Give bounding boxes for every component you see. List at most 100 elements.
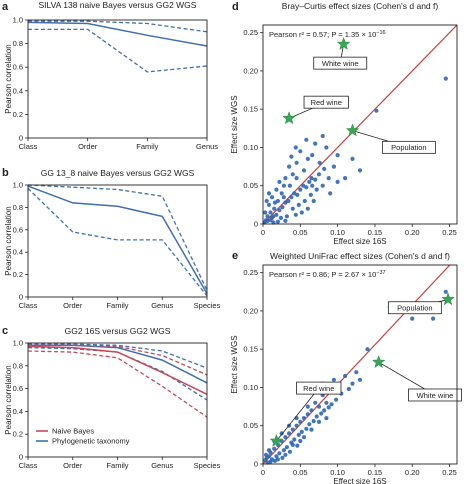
data-point: [289, 195, 294, 200]
data-point: [269, 215, 275, 220]
data-point: [305, 412, 310, 417]
data-point: [317, 160, 322, 165]
data-point: [272, 458, 277, 463]
data-point: [326, 405, 331, 410]
y-tick-label: 0.20: [243, 66, 258, 75]
x-tick-label: Genus: [151, 461, 173, 470]
data-point: [290, 442, 295, 447]
data-point: [354, 370, 359, 375]
highlight-star: [441, 292, 455, 306]
data-point: [290, 427, 295, 432]
data-point: [287, 183, 292, 188]
data-point: [350, 381, 355, 386]
y-tick-label: 0.8: [13, 361, 23, 370]
y-tick-label: 0.10: [243, 383, 258, 392]
y-axis-label: Pearson correlation: [4, 365, 13, 434]
data-point: [283, 218, 288, 223]
data-point: [287, 431, 292, 436]
data-point: [357, 168, 363, 173]
data-point: [311, 198, 316, 204]
data-point: [305, 404, 310, 409]
y-axis-label: Effect size WGS: [230, 335, 239, 393]
data-point: [299, 429, 304, 434]
y-tick-label: 0.20: [243, 306, 258, 315]
data-point: [269, 195, 275, 200]
y-tick-label: 0.05: [243, 421, 258, 430]
x-tick-label: Class: [19, 301, 38, 310]
data-point: [334, 397, 339, 402]
data-point: [284, 445, 289, 450]
data-point: [290, 172, 295, 177]
data-point: [266, 191, 272, 196]
data-point: [292, 437, 297, 442]
data-point: [311, 419, 316, 424]
y-tick-label: 0.8: [13, 39, 23, 48]
x-tick-label: Species: [194, 461, 221, 470]
panel-c: c GG2 16S versus GG2 WGS 0 0.2 0.4 0.6 0.8 1.0 C…: [2, 325, 221, 470]
data-point: [263, 452, 269, 457]
data-point: [313, 400, 318, 405]
data-point: [277, 179, 282, 184]
data-point: [316, 172, 322, 177]
y-axis-label: Pearson correlation: [4, 44, 13, 113]
y-tick-label: 0.2: [13, 430, 23, 439]
data-point: [328, 191, 333, 196]
y-tick-label: 1.0: [13, 181, 23, 190]
series-line-blue-dashed: [27, 346, 208, 401]
data-point: [305, 206, 310, 211]
callout-label: Population: [391, 143, 426, 152]
y-tick-label: 0.4: [13, 407, 23, 416]
data-point: [329, 402, 334, 407]
legend-label: Naive Bayes: [52, 427, 94, 436]
series-line-red-dashed: [27, 350, 208, 418]
data-point: [410, 316, 415, 321]
data-point: [302, 198, 307, 204]
data-point: [320, 133, 325, 139]
data-point: [271, 220, 276, 225]
data-point: [319, 411, 324, 416]
data-point: [266, 448, 272, 453]
data-point: [310, 153, 315, 158]
panel-letter-a: a: [2, 1, 9, 13]
x-tick-label: 0: [261, 228, 265, 237]
y-tick-label: 1.0: [13, 16, 23, 25]
y-tick-label: 0.8: [13, 203, 23, 212]
data-point: [307, 422, 312, 427]
y-tick-label: 0.2: [13, 270, 23, 279]
x-tick-label: 0.20: [405, 468, 420, 477]
callout-label: White wine: [322, 59, 359, 68]
y-tick-label: 0: [254, 220, 258, 229]
data-point: [296, 432, 301, 437]
callout-box: [387, 301, 442, 315]
data-point: [298, 419, 303, 424]
y-tick-label: 0.10: [243, 143, 258, 152]
data-point: [264, 198, 269, 204]
x-tick-label: Order: [63, 301, 83, 310]
data-point: [266, 202, 272, 207]
data-point: [281, 195, 286, 200]
data-point: [274, 187, 279, 192]
data-point: [295, 443, 300, 448]
data-point: [374, 108, 379, 113]
y-tick-label: 0.2: [13, 110, 23, 119]
data-point: [265, 460, 270, 465]
data-point: [296, 202, 301, 207]
data-point: [277, 451, 282, 456]
series-line-blue-solid: [27, 21, 208, 47]
data-point: [346, 386, 351, 392]
data-point: [274, 212, 279, 217]
x-axis-label: Effect size 16S: [333, 477, 386, 484]
plot-frame: [27, 19, 208, 139]
series-line-blue-dashed: [27, 184, 208, 291]
plot-frame: [262, 24, 458, 225]
x-tick-label: Order: [63, 461, 83, 470]
data-point: [343, 373, 348, 379]
data-point: [335, 179, 340, 184]
data-point: [293, 212, 298, 217]
fit-line: [263, 25, 457, 224]
y-tick-label: 1.0: [13, 339, 23, 348]
highlight-star: [282, 111, 296, 125]
x-tick-label: Family: [106, 461, 128, 470]
data-point: [279, 191, 284, 196]
